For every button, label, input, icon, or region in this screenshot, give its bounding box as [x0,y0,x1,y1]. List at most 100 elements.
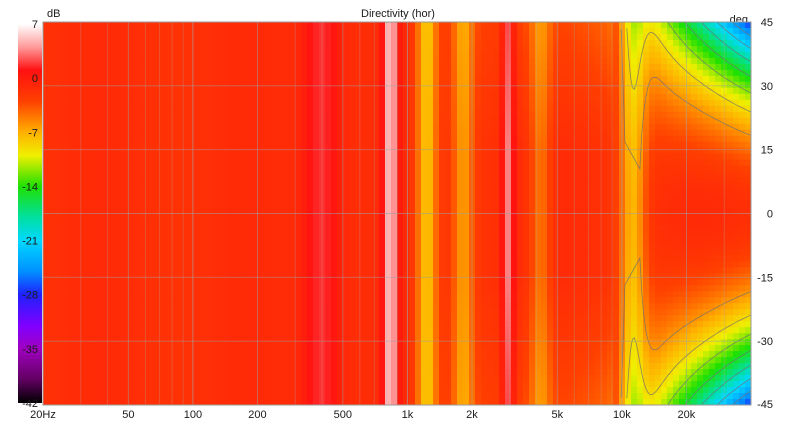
heatmap-cell [283,153,290,161]
heatmap-cell [421,87,428,95]
heatmap-cell [505,321,512,328]
heatmap-cell [121,123,128,131]
heatmap-cell [187,39,194,47]
heatmap-cell [79,129,86,137]
heatmap-cell [217,387,224,394]
heatmap-cell [187,111,194,119]
heatmap-cell [271,27,278,35]
heatmap-cell [319,117,326,125]
heatmap-cell [97,111,104,119]
heatmap-cell [115,81,122,89]
heatmap-cell [295,63,302,71]
heatmap-cell [391,243,398,250]
heatmap-cell [217,99,224,107]
heatmap-cell [301,237,308,245]
heatmap-cell [43,273,50,280]
heatmap-cell [379,369,386,376]
heatmap-cell [439,153,446,161]
heatmap-cell [235,315,242,322]
heatmap-cell [211,27,218,35]
heatmap-cell [307,153,314,161]
heatmap-cell [283,129,290,137]
heatmap-cell [121,213,128,221]
heatmap-cell [79,279,86,286]
heatmap-cell [337,27,344,35]
heatmap-cell [349,375,356,382]
heatmap-cell [133,63,140,71]
heatmap-cell [463,261,470,268]
heatmap-cell [421,261,428,268]
heatmap-cell [67,213,74,221]
heatmap-cell [505,219,512,227]
heatmap-cell [235,327,242,334]
heatmap-cell [277,297,284,304]
heatmap-cell [109,159,116,167]
heatmap-cell [397,213,404,221]
heatmap-cell [385,381,392,388]
heatmap-cell [403,303,410,310]
heatmap-cell [487,81,494,89]
heatmap-cell [121,345,128,352]
heatmap-cell [367,315,374,322]
heatmap-cell [43,99,50,107]
heatmap-cell [391,171,398,179]
heatmap-cell [475,339,482,346]
heatmap-cell [463,99,470,107]
heatmap-cell [115,237,122,245]
heatmap-cell [127,57,134,65]
heatmap-cell [61,279,68,286]
heatmap-cell [187,135,194,143]
heatmap-cell [421,111,428,119]
heatmap-cell [289,51,296,59]
heatmap-cell [151,87,158,95]
heatmap-cell [169,225,176,233]
heatmap-cell [205,249,212,256]
heatmap-cell [325,255,332,262]
heatmap-cell [295,129,302,137]
heatmap-cell [49,123,56,131]
heatmap-cell [145,45,152,53]
heatmap-cell [373,249,380,256]
heatmap-cell [499,177,506,185]
heatmap-cell [247,357,254,364]
heatmap-cell [295,213,302,221]
heatmap-cell [367,22,374,29]
heatmap-cell [301,177,308,185]
heatmap-cell [127,129,134,137]
heatmap-cell [61,339,68,346]
heatmap-cell [151,267,158,274]
heatmap-cell [181,315,188,322]
heatmap-cell [259,339,266,346]
heatmap-cell [43,153,50,161]
heatmap-cell [301,333,308,340]
heatmap-cell [133,357,140,364]
heatmap-cell [217,309,224,316]
heatmap-cell [439,195,446,203]
heatmap-cell [145,231,152,239]
heatmap-cell [319,87,326,95]
heatmap-cell [199,171,206,179]
heatmap-cell [73,57,80,65]
heatmap-cell [367,141,374,149]
heatmap-cell [385,159,392,167]
heatmap-cell [385,375,392,382]
heatmap-cell [217,135,224,143]
heatmap-cell [163,243,170,250]
heatmap-cell [169,369,176,376]
heatmap-cell [421,177,428,185]
heatmap-cell [337,261,344,268]
heatmap-cell [439,381,446,388]
heatmap-cell [373,399,380,405]
heatmap-cell [145,345,152,352]
heatmap-cell [277,189,284,197]
heatmap-cell [223,393,230,400]
heatmap-cell [397,285,404,292]
heatmap-cell [67,219,74,227]
heatmap-cell [223,219,230,227]
heatmap-cell [157,231,164,239]
heatmap-cell [415,321,422,328]
heatmap-cell [175,195,182,203]
heatmap-cell [373,303,380,310]
heatmap-cell [319,237,326,245]
heatmap-cell [361,117,368,125]
